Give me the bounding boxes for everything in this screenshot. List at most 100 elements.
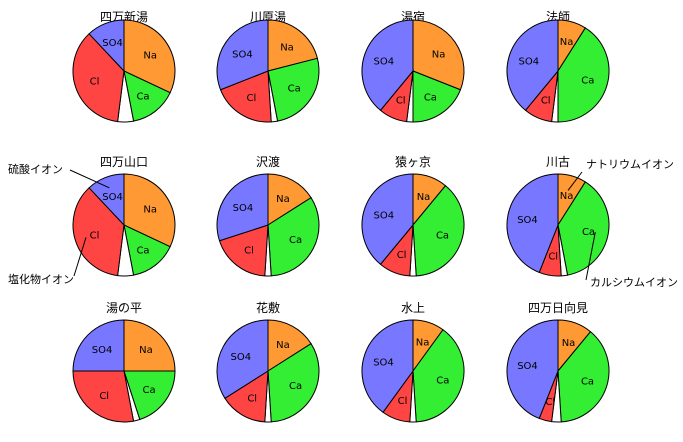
annotation-label: カルシウムイオン: [590, 276, 678, 289]
pie-slice-ca: [123, 70, 171, 122]
pie-slice-ca: [412, 329, 465, 423]
chart-title: 四万新湯: [100, 9, 148, 24]
slice-label-cl: Cl: [398, 396, 408, 407]
annotation-label: ナトリウムイオン: [586, 158, 674, 171]
pie-slice-ca: [412, 70, 462, 123]
annotation-leader-line: [585, 232, 596, 281]
pie-slice-na: [267, 173, 312, 226]
pie-slice-cl: [219, 70, 272, 123]
annotation-label: 硫酸イオン: [8, 162, 63, 176]
pie-slice-cl: [224, 370, 269, 423]
slice-label-na: Na: [560, 37, 574, 48]
pie-slice-ca: [557, 330, 610, 423]
slice-label-na: Na: [276, 194, 290, 205]
slice-label-so4: SO4: [232, 50, 253, 61]
slice-label-ca: Ca: [436, 231, 449, 242]
slice-label-cl: Cl: [244, 246, 254, 257]
annotation-leader-line: [69, 169, 110, 189]
slice-label-na: Na: [416, 338, 430, 349]
pie-slice-na: [412, 19, 465, 91]
slice-label-na: Na: [143, 204, 157, 215]
annotation-leader-line: [567, 171, 583, 191]
slice-label-cl: Cl: [99, 391, 109, 402]
slice-label-ca: Ca: [581, 76, 594, 87]
pie-slice-ca: [267, 196, 320, 277]
pie-slice-so4: [361, 19, 414, 112]
pie-slice-so4: [506, 19, 559, 112]
pie-slice-so4: [216, 19, 269, 91]
pie-slice-na: [123, 319, 176, 372]
slice-label-cl: Cl: [90, 77, 100, 88]
pie-slice-cl: [72, 187, 125, 277]
slice-label-ca: Ca: [289, 381, 302, 392]
pie-slice-so4: [88, 19, 125, 73]
pie-chart: 猿ヶ京 Na Ca Cl SO4: [361, 154, 465, 277]
slice-label-so4: SO4: [373, 357, 394, 368]
slice-label-so4: SO4: [374, 57, 395, 68]
pie-slice-so4: [361, 319, 414, 413]
pie-slice-na: [123, 173, 176, 248]
pie-slice-ca: [267, 57, 320, 122]
slice-label-ca: Ca: [136, 246, 149, 257]
slice-label-ca: Ca: [289, 235, 302, 246]
slice-label-so4: SO4: [233, 203, 254, 214]
pie-slice-na: [267, 319, 312, 372]
annotation-leader-line: [73, 237, 87, 277]
pie-chart: 水上 Na Ca Cl SO4: [361, 301, 465, 423]
slice-label-na: Na: [280, 43, 294, 54]
slice-label-cl: Cl: [541, 96, 551, 107]
slice-label-so4: SO4: [102, 38, 123, 49]
pie-slice-so4: [216, 173, 269, 242]
pie-slice-cl: [72, 33, 125, 123]
pie-slice-so4: [506, 319, 559, 420]
chart-title: 川古: [546, 154, 570, 169]
slice-label-na: Na: [432, 50, 446, 61]
pie-slice-so4: [216, 319, 269, 400]
pie-slice-na: [267, 19, 319, 72]
slice-label-cl: Cl: [90, 231, 100, 242]
chart-title: 猿ヶ京: [395, 154, 431, 169]
slice-label-na: Na: [417, 192, 431, 203]
annotation-label: 塩化物イオン: [8, 272, 74, 286]
slice-label-so4: SO4: [517, 215, 538, 226]
slice-label-ca: Ca: [136, 92, 149, 103]
pie-slice-ca: [557, 181, 610, 276]
pie-slice-ca: [557, 27, 610, 123]
slice-label-na: Na: [139, 345, 153, 356]
pie-chart: 川古 Na Ca Cl SO4: [506, 154, 610, 277]
slice-label-so4: SO4: [517, 361, 538, 372]
pie-slice-cl: [218, 224, 269, 277]
pie-slice-ca: [123, 370, 176, 421]
chart-title: 花敷: [256, 300, 280, 315]
pie-chart: 四万日向見 Na Ca Cl SO4: [506, 300, 610, 423]
pie-slice-so4: [361, 173, 414, 266]
pie-slice-so4: [72, 319, 125, 372]
slice-label-so4: SO4: [374, 211, 395, 222]
slice-label-ca: Ca: [436, 376, 449, 387]
pie-slice-ca: [267, 342, 320, 423]
slice-label-na: Na: [562, 338, 576, 349]
chart-title: 沢渡: [256, 154, 280, 169]
pie-slice-na: [123, 19, 176, 94]
slice-label-so4: SO4: [102, 192, 123, 203]
slice-label-ca: Ca: [424, 93, 437, 104]
slice-label-ca: Ca: [581, 377, 594, 388]
slice-label-cl: Cl: [548, 252, 558, 263]
slice-label-cl: Cl: [247, 93, 257, 104]
slice-label-na: Na: [143, 50, 157, 61]
pie-slice-so4: [88, 173, 125, 227]
slice-label-cl: Cl: [397, 250, 407, 261]
chart-title: 四万日向見: [528, 300, 588, 315]
pie-slice-ca: [123, 224, 171, 276]
slice-label-ca: Ca: [143, 385, 156, 396]
pie-slice-so4: [506, 173, 559, 274]
chart-title: 水上: [401, 301, 425, 315]
slice-label-so4: SO4: [231, 352, 252, 363]
slice-label-ca: Ca: [288, 84, 301, 95]
slice-label-cl: Cl: [247, 394, 257, 405]
